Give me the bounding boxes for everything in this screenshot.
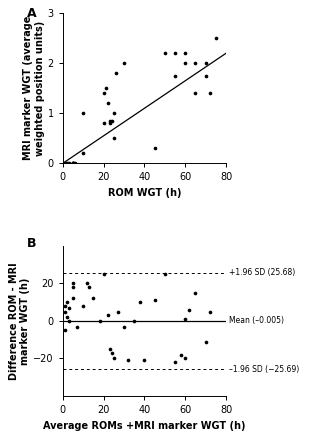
Point [107,120,112,127]
Point [122,323,127,330]
Point [71,160,76,167]
Point [152,297,157,304]
Point [111,355,116,362]
Point [193,289,198,296]
Point [122,60,127,67]
Y-axis label: MRI marker WGT (average
weighted position units): MRI marker WGT (average weighted positio… [23,16,45,161]
Point [75,323,80,330]
Point [64,314,69,321]
Point [107,117,112,125]
Point [62,160,68,167]
X-axis label: Average ROMs +MRI marker WGT (h): Average ROMs +MRI marker WGT (h) [43,421,246,431]
Point [81,110,86,117]
Point [111,110,116,117]
Point [81,302,86,309]
Point [101,90,106,97]
Point [109,349,114,356]
Point [73,160,78,167]
Point [142,357,147,364]
Point [71,284,76,291]
Point [87,284,92,291]
Point [162,50,167,57]
Point [179,351,184,358]
Point [62,308,68,315]
Point [173,359,178,366]
Text: –1.96 SD (−25.69): –1.96 SD (−25.69) [229,365,300,374]
Text: +1.96 SD (25.68): +1.96 SD (25.68) [229,268,295,277]
Point [107,345,112,352]
Point [62,160,68,167]
Text: B: B [27,237,36,250]
Point [62,327,68,334]
Point [138,299,143,306]
Point [173,50,178,57]
Point [105,312,110,319]
Point [193,60,198,67]
Point [64,299,69,306]
Point [111,135,116,142]
Point [203,72,208,79]
Point [152,145,157,152]
Point [183,50,188,57]
Point [105,100,110,107]
Point [187,306,192,313]
Point [71,160,76,167]
Point [71,280,76,287]
Point [214,35,219,42]
Point [103,85,108,92]
Point [85,280,90,287]
Point [71,160,76,167]
Point [126,357,131,364]
Point [101,120,106,127]
Point [183,60,188,67]
X-axis label: ROM WGT (h): ROM WGT (h) [108,188,181,198]
Point [162,271,167,278]
Point [203,60,208,67]
Text: Mean (–0.005): Mean (–0.005) [229,316,284,326]
Y-axis label: Difference ROM - MRI
marker WGT (h): Difference ROM - MRI marker WGT (h) [9,262,30,380]
Point [109,117,114,125]
Point [64,160,69,167]
Point [207,308,212,315]
Point [203,338,208,345]
Point [183,315,188,323]
Point [193,90,198,97]
Point [67,304,72,312]
Point [71,295,76,302]
Point [207,90,212,97]
Point [91,295,96,302]
Point [132,317,137,324]
Point [97,317,102,324]
Text: A: A [27,7,36,20]
Point [173,72,178,79]
Point [62,302,68,309]
Point [113,70,118,77]
Point [71,160,76,167]
Point [183,355,188,362]
Point [116,308,121,315]
Point [101,271,106,278]
Point [81,150,86,157]
Point [67,317,72,324]
Point [67,160,72,167]
